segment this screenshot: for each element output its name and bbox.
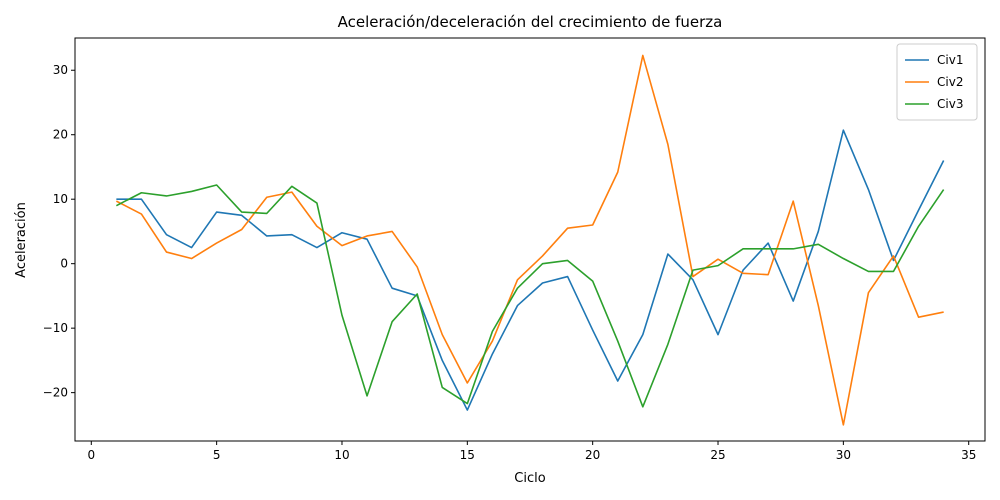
x-tick-label: 0 <box>87 448 95 462</box>
y-tick-label: −10 <box>43 321 68 335</box>
y-tick-label: 20 <box>53 128 68 142</box>
legend-label-civ1: Civ1 <box>937 53 963 67</box>
y-tick-label: 0 <box>60 257 68 271</box>
x-tick-label: 10 <box>334 448 349 462</box>
x-tick-label: 25 <box>710 448 725 462</box>
legend-label-civ2: Civ2 <box>937 75 963 89</box>
x-tick-label: 5 <box>213 448 221 462</box>
x-axis-label: Ciclo <box>514 471 545 486</box>
plot-frame <box>74 37 986 442</box>
legend-box <box>896 43 978 121</box>
series-line-civ3 <box>115 184 945 408</box>
y-axis-label: Aceleración <box>14 202 29 278</box>
x-tick-label: 20 <box>585 448 600 462</box>
legend: Civ1 Civ2 Civ3 <box>896 43 978 121</box>
plot-area <box>115 54 945 426</box>
x-tick-label: 15 <box>460 448 475 462</box>
y-tick-label: 10 <box>53 192 68 206</box>
legend-label-civ3: Civ3 <box>937 97 963 111</box>
x-axis: 0 5 10 15 20 25 30 35 <box>87 441 976 462</box>
chart-title: Aceleración/deceleración del crecimiento… <box>338 13 723 31</box>
series-line-civ1 <box>116 129 945 411</box>
y-axis: −20 −10 0 10 20 30 <box>43 63 75 400</box>
series-line-civ2 <box>115 54 944 426</box>
y-tick-label: −20 <box>43 386 68 400</box>
x-tick-label: 30 <box>836 448 851 462</box>
y-tick-label: 30 <box>53 63 68 77</box>
x-tick-label: 35 <box>961 448 976 462</box>
